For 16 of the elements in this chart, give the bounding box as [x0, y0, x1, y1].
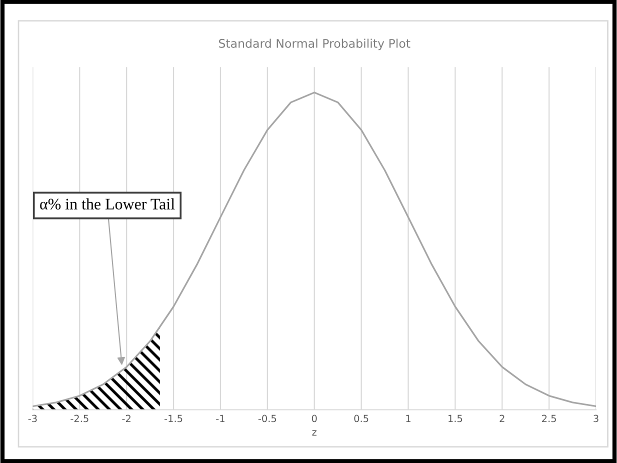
x-tick-label: -2 — [122, 414, 130, 422]
x-tick-label: -1 — [216, 414, 224, 422]
x-tick-label: 1.5 — [448, 414, 462, 422]
x-tick-label: -2.5 — [70, 414, 88, 422]
x-tick-label: 0.5 — [354, 414, 368, 422]
x-axis-title: z — [312, 430, 316, 436]
chart-title: Standard Normal Probability Plot — [218, 38, 410, 50]
annotation: α% in the Lower Tail — [40, 198, 175, 210]
x-tick-label: -3 — [28, 414, 37, 422]
x-tick-label: 2.5 — [542, 414, 556, 422]
x-tick-label: 0 — [312, 414, 317, 422]
x-tick-label: -0.5 — [258, 414, 276, 422]
x-tick-label: 2 — [500, 414, 504, 422]
x-tick-label: 3 — [594, 414, 598, 422]
x-tick-label: 1 — [406, 414, 410, 422]
x-tick-label: -1.5 — [164, 414, 182, 422]
